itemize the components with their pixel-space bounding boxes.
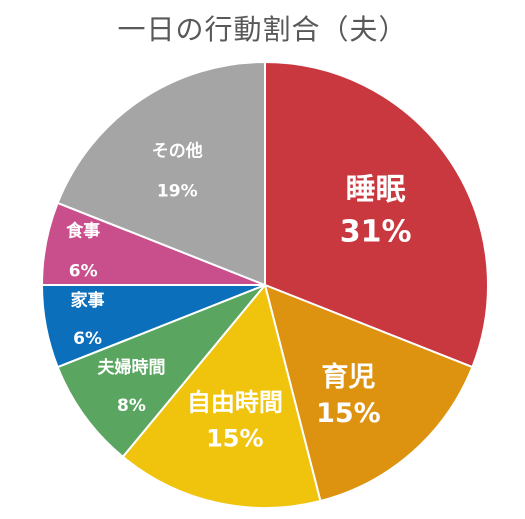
slice-value-label: 15%	[206, 424, 263, 452]
slice-value-label: 31%	[340, 214, 412, 249]
slice-category-label: 自由時間	[187, 388, 283, 416]
slice-value-label: 19%	[157, 182, 198, 202]
pie-slice-7	[56, 60, 266, 287]
pie-slice-2	[263, 283, 474, 503]
slice-category-label: 睡眠	[346, 172, 406, 207]
slice-category-label: その他	[152, 141, 203, 162]
slice-value-label: 8%	[117, 396, 146, 416]
slice-category-label: 家事	[71, 290, 105, 311]
slice-value-label: 6%	[69, 261, 98, 281]
slice-value-label: 15%	[316, 398, 381, 429]
slice-value-label: 6%	[73, 329, 102, 349]
slice-category-label: 育児	[321, 361, 375, 393]
slice-category-label: 夫婦時間	[97, 357, 165, 378]
pie-slices	[40, 60, 489, 509]
pie-slice-4	[56, 284, 266, 459]
pie-slice-3	[121, 282, 322, 509]
pie-slice-1	[264, 60, 489, 369]
chart-title: 一日の行動割合（夫）	[117, 13, 408, 46]
pie-labels: 睡眠 31% 育児 15% 自由時間 15% 夫婦時間 8% 家事 6% 食事 6% その他 19%	[66, 141, 411, 453]
slice-category-label: 食事	[66, 220, 100, 241]
